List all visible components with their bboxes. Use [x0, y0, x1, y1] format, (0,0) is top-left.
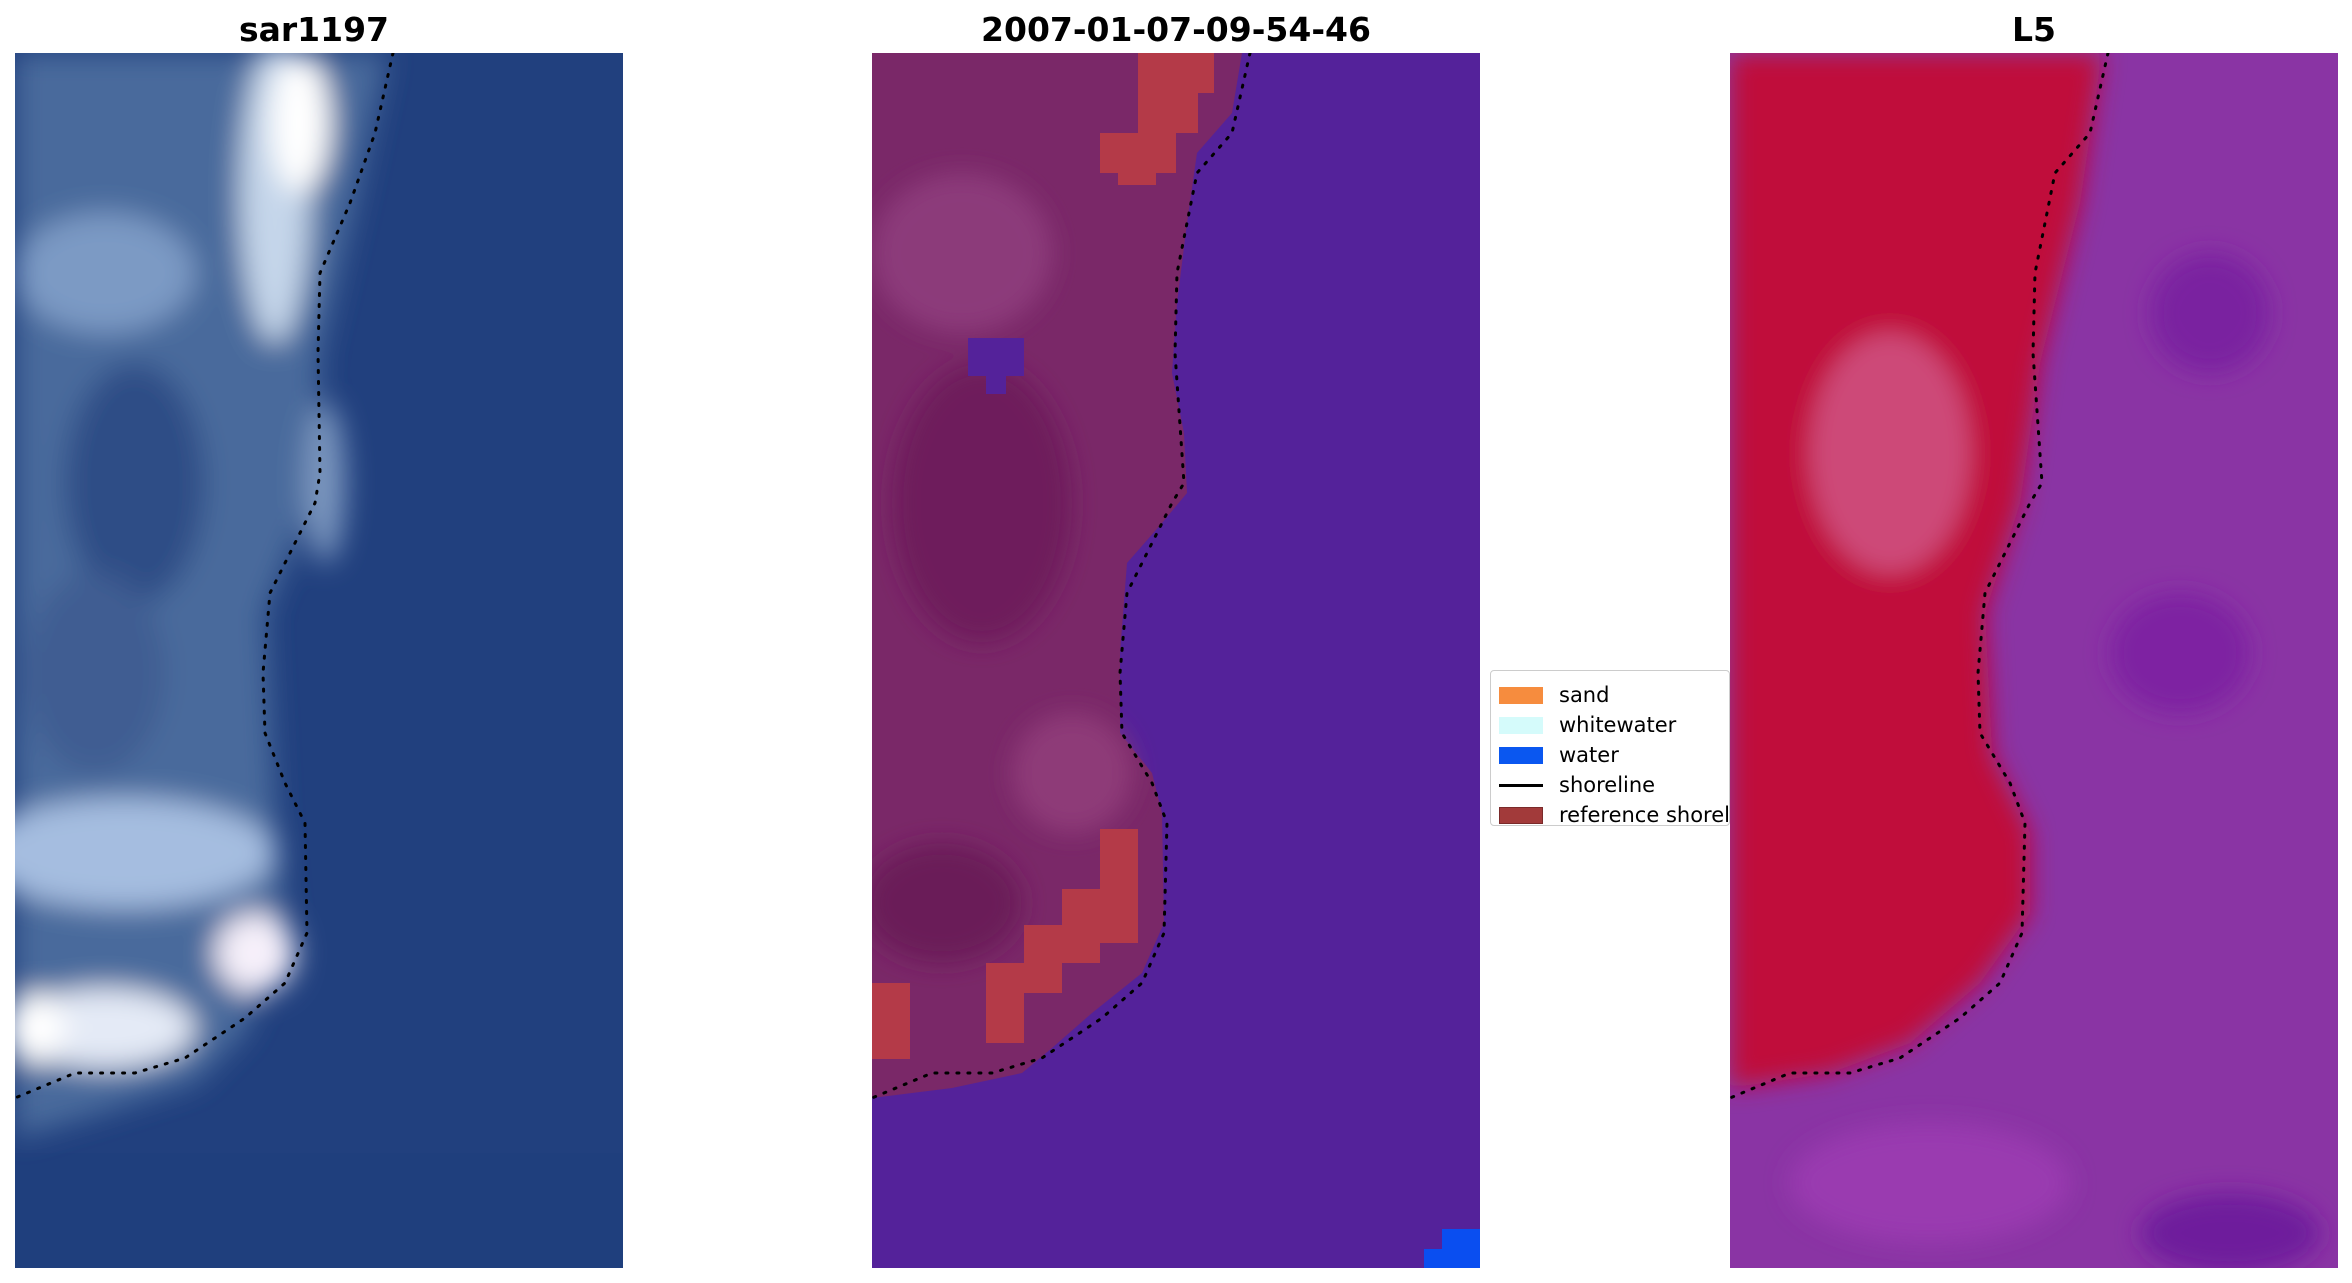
rgb-image-panel — [15, 53, 623, 1268]
l5-image-panel — [1730, 53, 2338, 1268]
legend-swatch-sand — [1499, 686, 1543, 704]
shoreline-center — [872, 53, 1252, 1100]
shoreline-left — [15, 53, 395, 1100]
center-panel-title: 2007-01-07-09-54-46 — [981, 10, 1371, 49]
legend-swatch-whitewater — [1499, 716, 1543, 734]
legend-label: water — [1559, 743, 1619, 767]
legend-item-sand: sand — [1499, 681, 1609, 709]
legend-label: shoreline — [1559, 773, 1656, 797]
classified-image-panel — [872, 53, 1480, 1268]
legend-item-reference-shoreline: reference shoreline — [1499, 801, 1730, 826]
legend-item-water: water — [1499, 741, 1619, 769]
left-panel-title: sar1197 — [238, 10, 390, 49]
legend-item-shoreline: shoreline — [1499, 771, 1655, 799]
l5-image — [1730, 53, 2338, 1268]
legend-line-shoreline — [1499, 783, 1543, 787]
legend-label: reference shoreline — [1559, 803, 1730, 826]
classified-image — [872, 53, 1480, 1268]
legend: sand whitewater water shoreline referenc… — [1490, 670, 1730, 826]
shoreline-right — [1730, 53, 2110, 1100]
legend-swatch-reference-shoreline — [1499, 806, 1543, 824]
legend-label: sand — [1559, 683, 1610, 707]
legend-swatch-water — [1499, 746, 1543, 764]
legend-item-whitewater: whitewater — [1499, 711, 1676, 739]
rgb-image — [15, 53, 623, 1268]
legend-label: whitewater — [1559, 713, 1677, 737]
right-panel-title: L5 — [2012, 10, 2056, 49]
